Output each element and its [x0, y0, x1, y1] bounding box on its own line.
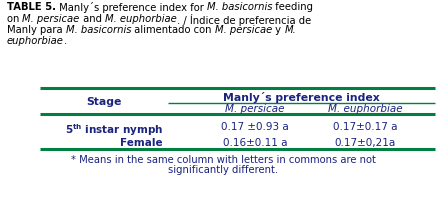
Text: 0.17±0.17 a: 0.17±0.17 a: [333, 122, 397, 132]
Text: $\mathbf{5}^{\mathbf{th}}$$\mathbf{\ instar\ nymph}$: $\mathbf{5}^{\mathbf{th}}$$\mathbf{\ ins…: [65, 122, 163, 138]
Text: M. euphorbiae: M. euphorbiae: [105, 13, 177, 23]
Text: Female: Female: [120, 138, 163, 148]
Text: .: .: [64, 37, 67, 47]
Text: Manly para: Manly para: [7, 25, 66, 35]
Text: TABLE 5.: TABLE 5.: [7, 2, 56, 12]
Text: on: on: [7, 13, 22, 23]
Text: 0.17±0,21a: 0.17±0,21a: [334, 138, 396, 148]
Text: feeding: feeding: [273, 2, 314, 12]
Text: 0.17 ±0.93 a: 0.17 ±0.93 a: [221, 122, 289, 132]
Text: significantly different.: significantly different.: [168, 165, 278, 175]
Text: y: y: [272, 25, 284, 35]
Text: and: and: [80, 13, 105, 23]
Text: Stage: Stage: [87, 97, 122, 107]
Text: M. persicae: M. persicae: [225, 104, 285, 114]
Text: Manly´s preference index: Manly´s preference index: [223, 92, 380, 103]
Text: M.: M.: [284, 25, 296, 35]
Text: 0.16±0.11 a: 0.16±0.11 a: [223, 138, 287, 148]
Text: * Means in the same column with letters in commons are not: * Means in the same column with letters …: [70, 155, 376, 165]
Text: M. basicornis: M. basicornis: [66, 25, 131, 35]
Text: M. persicae: M. persicae: [215, 25, 272, 35]
Text: M. euphorbiae: M. euphorbiae: [328, 104, 402, 114]
Text: euphorbiae: euphorbiae: [7, 37, 64, 47]
Text: . / Índice de preferencia de: . / Índice de preferencia de: [177, 13, 311, 26]
Text: alimentado con: alimentado con: [131, 25, 215, 35]
Text: M. persicae: M. persicae: [22, 13, 80, 23]
Text: Manly´s preference index for: Manly´s preference index for: [56, 2, 207, 13]
Text: M. basicornis: M. basicornis: [207, 2, 273, 12]
